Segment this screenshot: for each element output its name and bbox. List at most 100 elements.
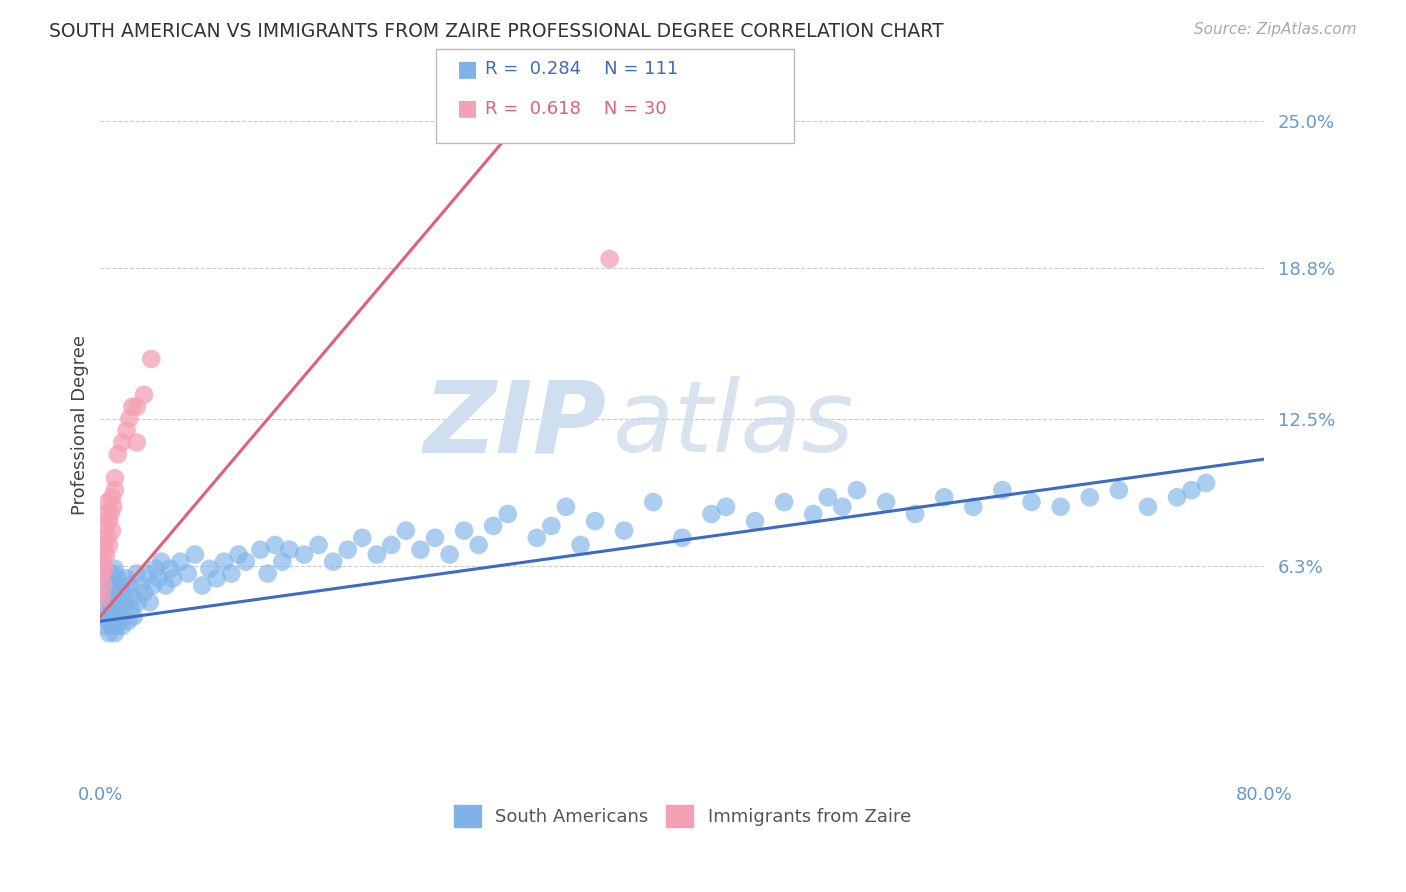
Point <box>101 578 124 592</box>
Point <box>569 538 592 552</box>
Point <box>104 585 127 599</box>
Point <box>97 614 120 628</box>
Point <box>96 507 118 521</box>
Point <box>104 483 127 497</box>
Point <box>104 562 127 576</box>
Point <box>101 619 124 633</box>
Legend: South Americans, Immigrants from Zaire: South Americans, Immigrants from Zaire <box>446 797 918 834</box>
Point <box>125 566 148 581</box>
Point <box>212 555 235 569</box>
Point <box>121 591 143 605</box>
Point <box>439 548 461 562</box>
Point <box>93 542 115 557</box>
Text: atlas: atlas <box>613 376 853 473</box>
Point <box>103 614 125 628</box>
Point <box>100 566 122 581</box>
Point <box>336 542 359 557</box>
Point <box>1078 490 1101 504</box>
Point <box>142 578 165 592</box>
Point <box>643 495 665 509</box>
Point <box>98 626 121 640</box>
Point <box>120 602 142 616</box>
Point <box>122 609 145 624</box>
Point <box>308 538 330 552</box>
Text: ■: ■ <box>457 99 478 119</box>
Point <box>962 500 984 514</box>
Point <box>91 578 114 592</box>
Point <box>96 602 118 616</box>
Point <box>198 562 221 576</box>
Point <box>150 555 173 569</box>
Point <box>91 555 114 569</box>
Point <box>482 519 505 533</box>
Point <box>104 471 127 485</box>
Point <box>395 524 418 538</box>
Point <box>366 548 388 562</box>
Point <box>904 507 927 521</box>
Point <box>540 519 562 533</box>
Point <box>107 571 129 585</box>
Point <box>423 531 446 545</box>
Point <box>169 555 191 569</box>
Point <box>1166 490 1188 504</box>
Point <box>108 595 131 609</box>
Point <box>105 619 128 633</box>
Point <box>191 578 214 592</box>
Point <box>555 500 578 514</box>
Point <box>118 578 141 592</box>
Point <box>101 524 124 538</box>
Point <box>110 578 132 592</box>
Point <box>100 609 122 624</box>
Point <box>96 519 118 533</box>
Point <box>1136 500 1159 514</box>
Point <box>125 400 148 414</box>
Point <box>453 524 475 538</box>
Point <box>98 538 121 552</box>
Point <box>801 507 824 521</box>
Point <box>96 591 118 605</box>
Point <box>93 619 115 633</box>
Point <box>101 602 124 616</box>
Point <box>117 614 139 628</box>
Point <box>817 490 839 504</box>
Point <box>121 400 143 414</box>
Point <box>1180 483 1202 497</box>
Point <box>1021 495 1043 509</box>
Point <box>352 531 374 545</box>
Point <box>105 578 128 592</box>
Point <box>613 524 636 538</box>
Point <box>599 252 621 266</box>
Point <box>104 609 127 624</box>
Point <box>744 514 766 528</box>
Point <box>90 591 112 605</box>
Point <box>111 435 134 450</box>
Text: R =  0.618    N = 30: R = 0.618 N = 30 <box>485 100 666 118</box>
Point <box>97 578 120 592</box>
Point <box>108 614 131 628</box>
Point <box>132 388 155 402</box>
Point <box>148 571 170 585</box>
Point <box>176 566 198 581</box>
Point <box>115 424 138 438</box>
Point <box>256 566 278 581</box>
Point <box>773 495 796 509</box>
Point <box>228 548 250 562</box>
Point <box>98 514 121 528</box>
Point <box>162 571 184 585</box>
Point <box>141 351 163 366</box>
Point <box>991 483 1014 497</box>
Point <box>292 548 315 562</box>
Point <box>159 562 181 576</box>
Point <box>112 585 135 599</box>
Point <box>322 555 344 569</box>
Point <box>249 542 271 557</box>
Point <box>100 585 122 599</box>
Point <box>93 562 115 576</box>
Point <box>845 483 868 497</box>
Point <box>714 500 737 514</box>
Point <box>125 435 148 450</box>
Point <box>90 566 112 581</box>
Point <box>221 566 243 581</box>
Point <box>118 411 141 425</box>
Point <box>103 500 125 514</box>
